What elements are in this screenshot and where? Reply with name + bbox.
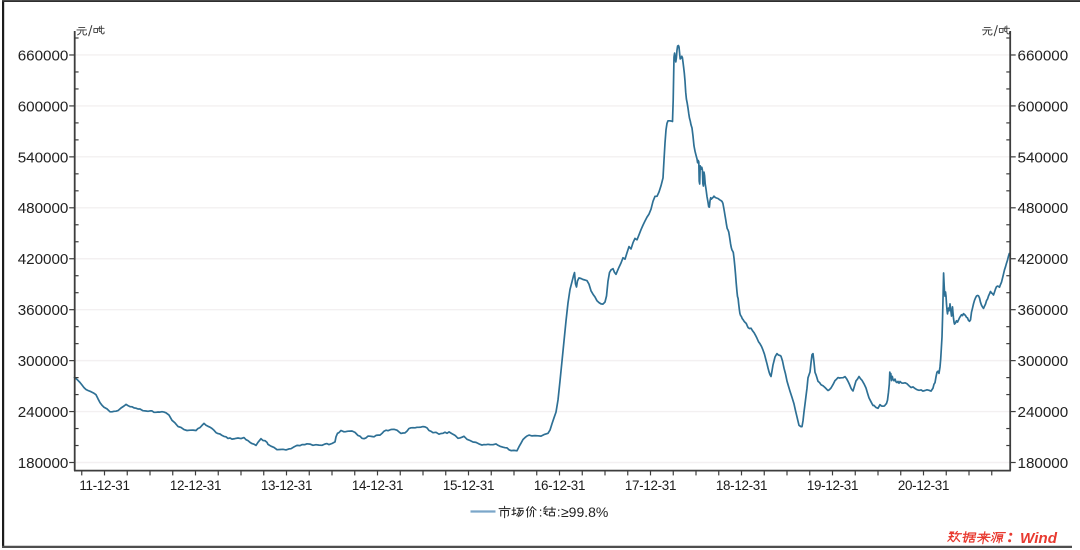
svg-text:600000: 600000 [1018, 98, 1069, 115]
svg-text:360000: 360000 [1018, 302, 1069, 319]
svg-text:13-12-31: 13-12-31 [261, 478, 312, 493]
svg-text:≥99.8%: ≥99.8% [561, 504, 608, 520]
svg-text:300000: 300000 [1018, 353, 1069, 370]
svg-text:540000: 540000 [18, 149, 69, 166]
svg-text:11-12-31: 11-12-31 [79, 478, 129, 493]
svg-text:420000: 420000 [1018, 251, 1069, 268]
svg-text::: : [557, 505, 561, 520]
svg-text::: : [539, 505, 543, 520]
svg-text:17-12-31: 17-12-31 [625, 478, 676, 493]
svg-text:20-12-31: 20-12-31 [898, 478, 949, 493]
svg-text:480000: 480000 [18, 200, 69, 217]
svg-text:Wind: Wind [1020, 530, 1058, 547]
svg-text:180000: 180000 [1018, 455, 1069, 472]
svg-text:16-12-31: 16-12-31 [534, 478, 585, 493]
svg-text:660000: 660000 [18, 47, 69, 64]
svg-text:14-12-31: 14-12-31 [352, 478, 403, 493]
svg-text:540000: 540000 [1018, 149, 1069, 166]
svg-text:240000: 240000 [1018, 404, 1069, 421]
svg-text:19-12-31: 19-12-31 [807, 478, 858, 493]
svg-text:360000: 360000 [18, 302, 69, 319]
svg-text:240000: 240000 [18, 404, 69, 421]
svg-text:660000: 660000 [1018, 47, 1069, 64]
svg-text:12-12-31: 12-12-31 [170, 478, 221, 493]
svg-text:420000: 420000 [18, 251, 69, 268]
svg-text:180000: 180000 [18, 455, 69, 472]
svg-text:15-12-31: 15-12-31 [443, 478, 494, 493]
svg-text:18-12-31: 18-12-31 [716, 478, 767, 493]
svg-text:300000: 300000 [18, 353, 69, 370]
svg-text:600000: 600000 [18, 98, 69, 115]
svg-text:480000: 480000 [1018, 200, 1069, 217]
